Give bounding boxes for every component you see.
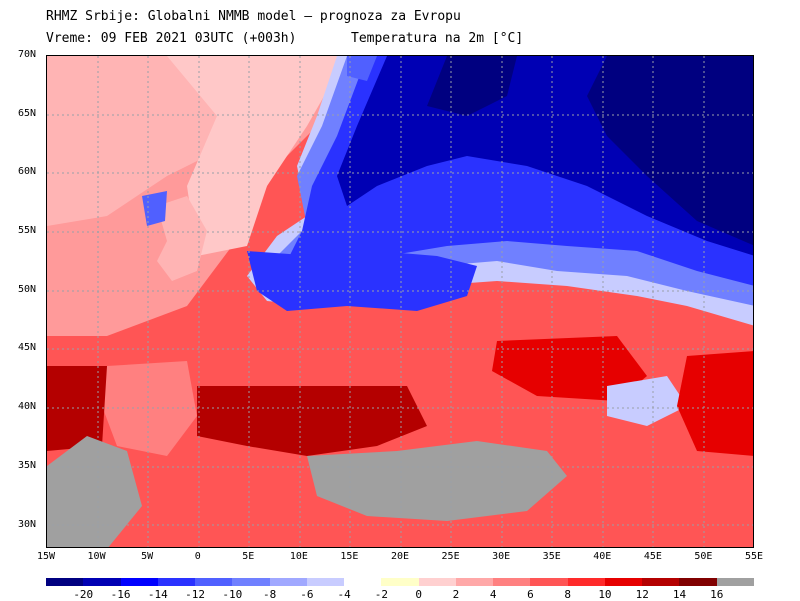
longitude-label: 10W: [87, 551, 106, 562]
latitude-label: 65N: [18, 107, 37, 119]
longitude-label: 30E: [492, 551, 511, 562]
colorbar-tick-label: -14: [147, 588, 168, 601]
colorbar-tick-label: 12: [635, 588, 649, 601]
colorbar-swatch: [604, 578, 642, 586]
colorbar-tick-label: -20: [73, 588, 94, 601]
longitude-label: 35E: [542, 551, 561, 562]
colorbar-swatch: [157, 578, 195, 586]
colorbar-swatch: [530, 578, 568, 586]
colorbar-swatch: [679, 578, 717, 586]
latitude-label: 55N: [18, 225, 37, 237]
colorbar-swatch: [83, 578, 121, 586]
colorbar-swatch: [344, 578, 382, 586]
temperature-map: [46, 55, 754, 548]
colorbar-swatch: [195, 578, 233, 586]
colorbar-tick-label: -4: [337, 588, 351, 601]
colorbar-swatch: [716, 578, 754, 586]
colorbar-tick-label: 4: [489, 588, 497, 601]
colorbar-tick-label: 2: [452, 588, 460, 601]
colorbar-swatch: [381, 578, 419, 586]
colorbar-swatch: [232, 578, 270, 586]
map-canvas: [47, 56, 753, 547]
colorbar-tick-label: -16: [110, 588, 131, 601]
variable-label: Temperatura na 2m [°C]: [351, 31, 524, 46]
latitude-label: 45N: [18, 342, 37, 354]
colorbar-tick-label: 14: [672, 588, 687, 601]
longitude-label: 15W: [36, 551, 56, 562]
map-title: RHMZ Srbije: Globalni NMMB model — progn…: [46, 9, 461, 24]
longitude-label: 15E: [340, 551, 359, 562]
longitude-label: 45E: [643, 551, 662, 562]
colorbar-tick-label: 8: [564, 588, 571, 601]
colorbar-tick-label: 16: [710, 588, 724, 601]
longitude-label: 0: [194, 551, 201, 562]
longitude-label: 40E: [593, 551, 612, 562]
longitude-label: 50E: [694, 551, 713, 562]
colorbar-tick-label: -2: [374, 588, 388, 601]
longitude-label: 20E: [390, 551, 410, 562]
graticule: [47, 56, 753, 547]
longitude-label: 10E: [289, 551, 308, 562]
colorbar-tick-label: 6: [527, 588, 534, 601]
latitude-label: 30N: [18, 518, 37, 530]
colorbar-swatch: [567, 578, 605, 586]
latitude-label: 35N: [18, 459, 37, 471]
colorbar-swatch: [306, 578, 344, 586]
longitude-label: 55E: [744, 551, 764, 562]
colorbar-swatch: [455, 578, 493, 586]
colorbar-tick-label: 0: [415, 588, 422, 601]
longitude-label: 5W: [141, 551, 154, 562]
longitude-label: 5E: [242, 551, 255, 562]
latitude-label: 60N: [18, 166, 37, 178]
colorbar-swatch: [642, 578, 680, 586]
colorbar-tick-label: -10: [222, 588, 243, 601]
latitude-label: 40N: [18, 401, 37, 413]
colorbar: [46, 578, 754, 586]
colorbar-tick-label: -12: [185, 588, 205, 601]
colorbar-swatch: [493, 578, 531, 586]
latitude-label: 50N: [18, 283, 37, 295]
colorbar-swatch: [418, 578, 456, 586]
longitude-label: 25E: [441, 551, 460, 562]
colorbar-tick-label: -8: [262, 588, 277, 601]
colorbar-tick-label: 10: [598, 588, 612, 601]
colorbar-swatch: [46, 578, 84, 586]
forecast-time: Vreme: 09 FEB 2021 03UTC (+003h): [46, 31, 297, 46]
colorbar-swatch: [120, 578, 158, 586]
colorbar-tick-label: -6: [300, 588, 314, 601]
latitude-label: 70N: [18, 49, 37, 60]
colorbar-swatch: [269, 578, 307, 586]
